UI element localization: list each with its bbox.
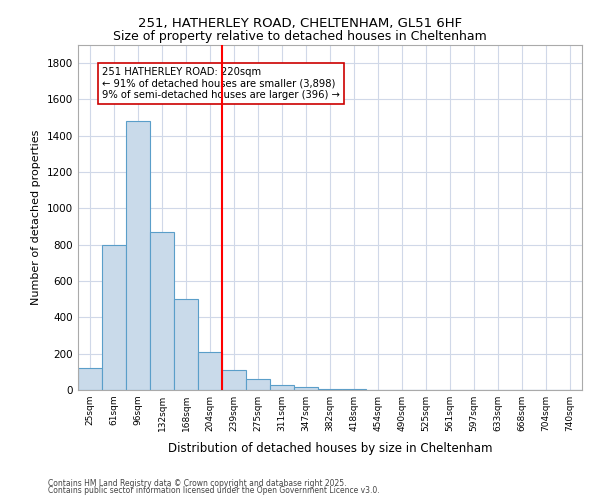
Bar <box>342 389 366 390</box>
Text: Contains public sector information licensed under the Open Government Licence v3: Contains public sector information licen… <box>48 486 380 495</box>
Bar <box>294 388 318 390</box>
Bar <box>78 368 102 390</box>
Text: Contains HM Land Registry data © Crown copyright and database right 2025.: Contains HM Land Registry data © Crown c… <box>48 478 347 488</box>
Text: 251, HATHERLEY ROAD, CHELTENHAM, GL51 6HF: 251, HATHERLEY ROAD, CHELTENHAM, GL51 6H… <box>138 18 462 30</box>
Bar <box>174 299 198 390</box>
Bar <box>246 379 270 390</box>
Text: Size of property relative to detached houses in Cheltenham: Size of property relative to detached ho… <box>113 30 487 43</box>
Y-axis label: Number of detached properties: Number of detached properties <box>31 130 41 305</box>
Text: 251 HATHERLEY ROAD: 220sqm
← 91% of detached houses are smaller (3,898)
9% of se: 251 HATHERLEY ROAD: 220sqm ← 91% of deta… <box>102 67 340 100</box>
Bar <box>318 388 342 390</box>
Bar <box>270 386 294 390</box>
Bar <box>222 370 246 390</box>
Bar <box>126 122 150 390</box>
X-axis label: Distribution of detached houses by size in Cheltenham: Distribution of detached houses by size … <box>168 442 492 456</box>
Bar <box>150 232 174 390</box>
Bar <box>102 244 126 390</box>
Bar <box>198 352 222 390</box>
